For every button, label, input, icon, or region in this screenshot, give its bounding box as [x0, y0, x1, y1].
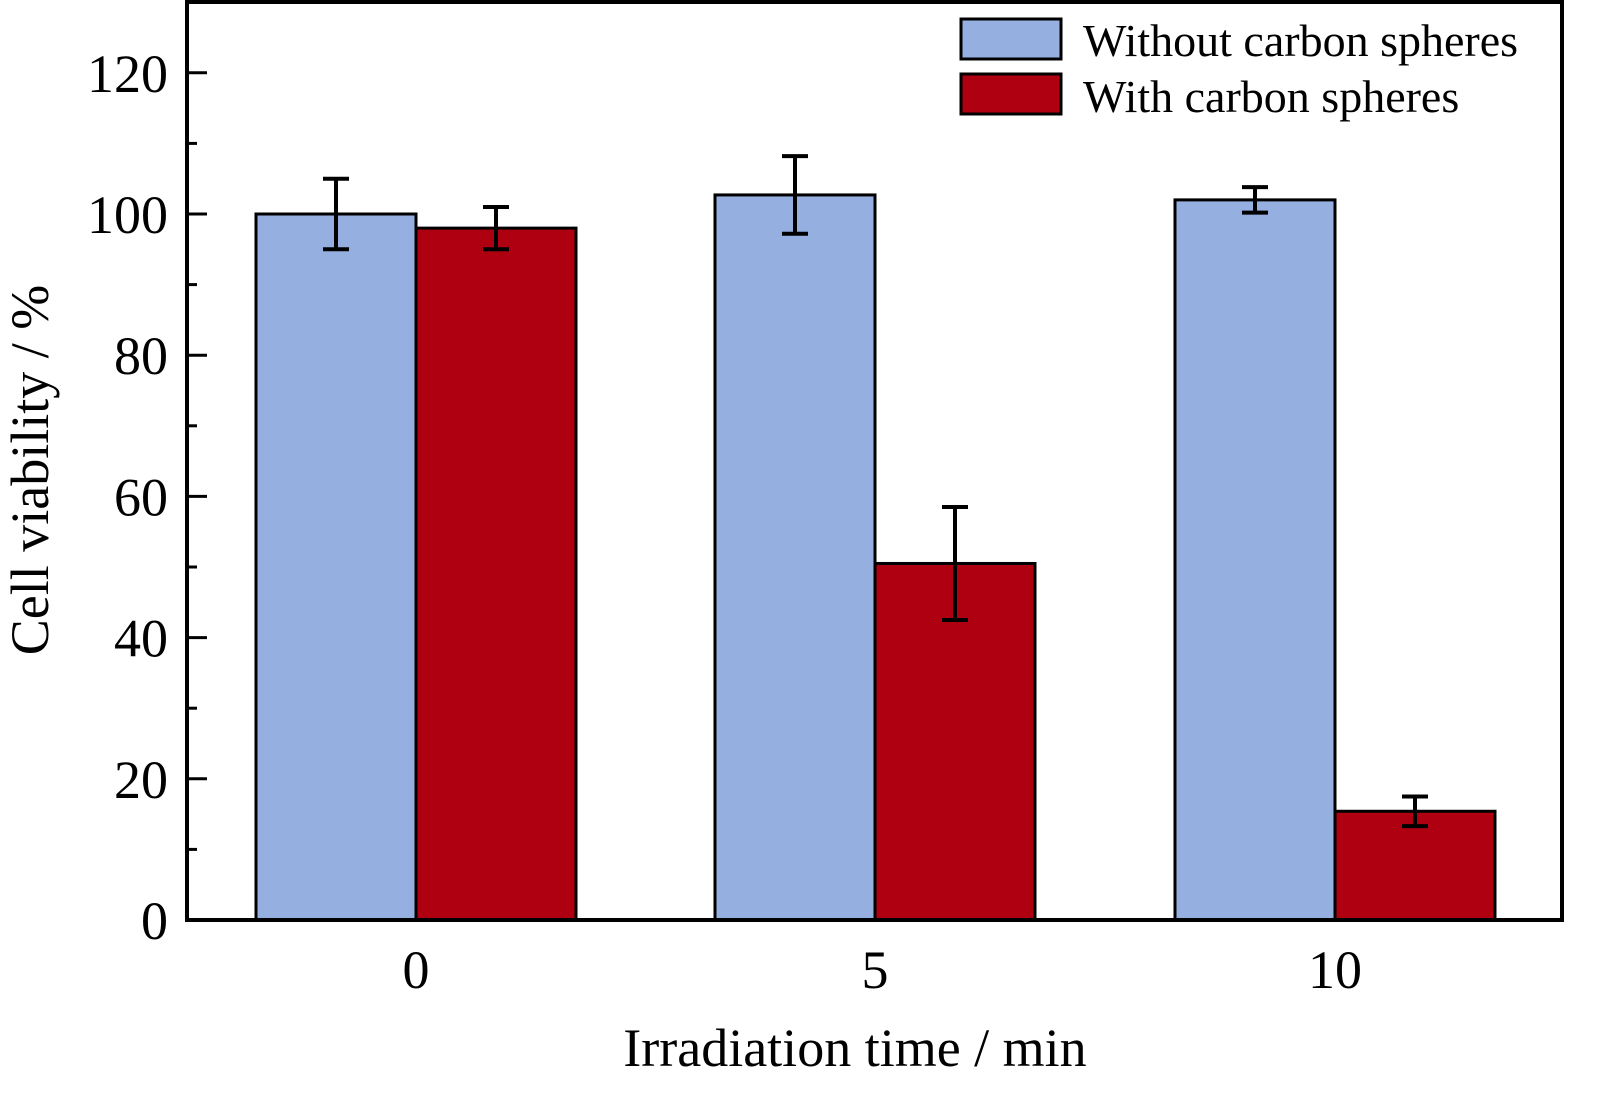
error-bar-without-0: [323, 176, 349, 252]
y-tick-label: 120: [87, 44, 168, 104]
y-tick-label: 80: [114, 326, 168, 386]
error-bar-without-5: [782, 154, 808, 236]
legend-label-without: Without carbon spheres: [1083, 15, 1518, 66]
y-tick-label: 60: [114, 467, 168, 527]
error-bars-layer: [323, 154, 1428, 829]
error-bar-with-10: [1402, 794, 1428, 829]
x-tick-label: 0: [403, 940, 430, 1000]
y-tick-label: 0: [141, 891, 168, 951]
error-bar-with-5: [942, 504, 968, 622]
bar-without-10: [1173, 198, 1337, 922]
bar-without-5: [713, 193, 877, 922]
x-axis-label: Irradiation time / min: [623, 1018, 1086, 1078]
y-tick-label: 100: [87, 185, 168, 245]
error-bar-with-0: [483, 204, 509, 252]
bars-layer: [254, 193, 1497, 922]
legend-swatch-without: [959, 17, 1063, 61]
y-axis: 0 20 40 60 80 100 120: [87, 44, 207, 951]
y-tick-label: 20: [114, 750, 168, 810]
legend-label-with: With carbon spheres: [1083, 71, 1459, 122]
legend: Without carbon spheres With carbon spher…: [959, 15, 1518, 122]
legend-swatch-with: [959, 72, 1063, 116]
y-axis-label: Cell viability / %: [0, 285, 60, 655]
error-bar-without-10: [1242, 185, 1268, 215]
bar-without-0: [254, 212, 418, 922]
x-axis: 0 5 10: [403, 940, 1363, 1000]
x-tick-label: 10: [1308, 940, 1362, 1000]
bar-with-0: [414, 226, 578, 922]
bar-with-10: [1333, 809, 1497, 922]
plot-frame: [185, 0, 1564, 922]
bar-with-5: [873, 561, 1037, 922]
y-tick-label: 40: [114, 609, 168, 669]
x-tick-label: 5: [862, 940, 889, 1000]
